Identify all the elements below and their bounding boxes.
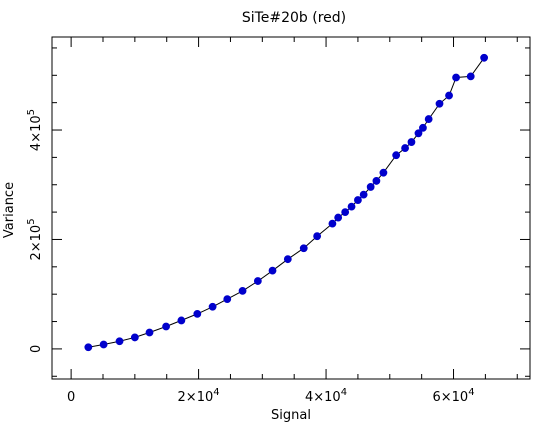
data-point — [341, 208, 350, 217]
data-point — [313, 232, 322, 241]
data-point — [452, 73, 460, 82]
y-axis-label: Variance — [2, 182, 17, 238]
data-point — [130, 333, 139, 342]
data-point — [424, 115, 433, 123]
data-point — [414, 129, 423, 138]
x-tick-label: 4×104 — [305, 387, 347, 405]
y-tick-label: 4×105 — [26, 109, 44, 151]
data-point — [299, 244, 308, 253]
plot-frame — [51, 36, 531, 380]
data-point — [435, 99, 444, 108]
data-point — [379, 168, 388, 177]
data-point — [208, 302, 217, 311]
data-point — [268, 266, 277, 275]
data-point — [115, 337, 124, 346]
data-point — [145, 328, 154, 337]
data-point — [359, 190, 368, 199]
x-axis-label: Signal — [271, 408, 311, 423]
data-point — [162, 322, 170, 331]
data-point — [407, 138, 416, 146]
data-point — [392, 151, 401, 160]
data-point — [334, 213, 343, 222]
series-variance — [84, 53, 489, 352]
x-tick-label: 6×104 — [432, 387, 474, 405]
data-point — [466, 72, 475, 81]
data-point — [401, 144, 409, 152]
data-point — [223, 295, 232, 304]
axis-ticks — [52, 37, 530, 379]
data-point — [354, 196, 362, 204]
data-point — [328, 219, 337, 228]
y-tick-label: 0 — [29, 345, 44, 353]
chart-title: SiTe#20b (red) — [242, 10, 346, 26]
x-tick-label: 0 — [67, 390, 75, 405]
x-tick-labels: 0 2×104 4×104 6×104 — [67, 387, 475, 405]
x-tick-label: 2×104 — [178, 387, 220, 405]
y-tick-labels: 0 2×105 4×105 — [26, 109, 44, 353]
data-point — [177, 316, 186, 325]
data-point — [238, 287, 247, 295]
data-point — [480, 53, 489, 62]
data-point — [419, 123, 427, 132]
data-point — [372, 177, 381, 185]
y-tick-label: 2×105 — [26, 218, 44, 260]
data-point — [283, 255, 292, 264]
series-line — [88, 57, 485, 348]
data-point — [253, 277, 262, 285]
data-point — [445, 91, 453, 100]
data-point — [193, 309, 202, 318]
data-point — [84, 343, 93, 352]
data-point — [347, 202, 356, 211]
data-point — [99, 340, 108, 349]
data-point — [366, 183, 375, 191]
